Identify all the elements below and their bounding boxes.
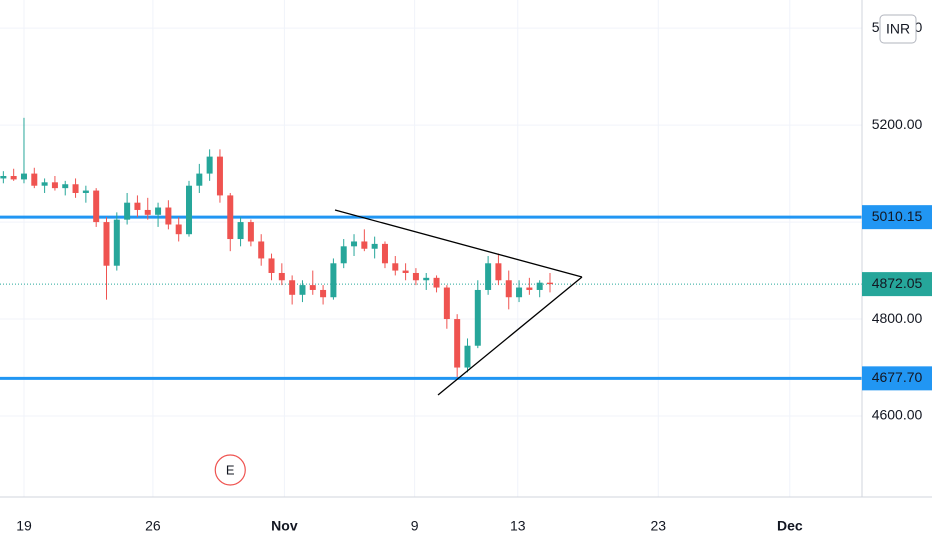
candle-body [381,243,388,264]
candle-body [175,224,182,235]
candle-body [113,219,120,266]
candle-body [495,263,502,281]
axes: 4600.004800.005000.005200.005400.001926N… [16,19,932,534]
y-tick-label: 4600.00 [872,407,923,423]
candle-body [309,285,316,290]
x-tick-label: 13 [510,518,526,534]
candle-body [351,241,358,247]
candle-body [474,289,481,346]
level-label: 5010.15 [872,208,923,224]
candle-body [247,222,254,242]
candle-body [299,285,306,295]
candles [0,117,553,378]
x-tick-label: 26 [145,518,161,534]
x-tick-label: 23 [651,518,667,534]
trend-line [437,276,583,396]
levels [0,215,862,380]
candle-body [546,282,553,285]
currency-box[interactable] [879,14,917,44]
y-tick-label: 4800.00 [872,310,923,326]
candle-body [371,243,378,249]
candle-body [423,277,430,281]
candle-body [412,272,419,281]
candle-body [392,263,399,271]
candle-body [82,190,89,193]
candle-body [0,176,7,179]
trend-line [334,209,583,278]
candle-body [144,209,151,215]
candle-body [41,182,48,186]
candle-body [505,280,512,298]
candle-body [227,195,234,240]
y-tick-label: 5200.00 [872,116,923,132]
x-tick-label: Dec [777,518,803,534]
candle-body [186,185,193,235]
candle-body [103,222,110,266]
candle-body [443,287,450,320]
candle-body [268,258,275,273]
candle-body [526,287,533,290]
candle-body [165,207,172,225]
candle-body [155,207,162,215]
x-tick-label: 9 [411,518,419,534]
candle-body [361,241,368,249]
currency: INR [886,21,910,37]
candle-body [330,263,337,298]
candle-body [278,272,285,281]
candle-body [237,222,244,240]
candle-body [464,345,471,368]
candle-body [31,173,38,186]
candle-body [485,263,492,290]
event-label: E [226,462,235,477]
candle-body [516,287,523,298]
candle-body [62,184,69,189]
level-label-box [862,366,932,391]
x-tick-label: 19 [16,518,32,534]
candle-body [320,289,327,298]
candle-body [536,282,543,290]
last-price-box [862,272,932,297]
grid [0,0,862,497]
candle-body [433,277,440,288]
level-label: 4677.70 [872,369,923,385]
candle-body [216,156,223,196]
candle-body [402,270,409,273]
candle-body [10,176,17,180]
candle-body [454,319,461,368]
candle-body [51,182,58,189]
candle-body [289,280,296,295]
level-label-box [862,205,932,230]
candle-body [72,184,79,193]
candle-body [196,173,203,186]
candle-body [340,246,347,264]
event-marker [214,454,246,486]
candle-body [124,202,131,220]
candle-body [134,202,141,210]
candle-body [206,156,213,174]
candle-body [258,241,265,259]
candle-body [93,190,100,223]
last-price-label: 4872.05 [872,275,923,291]
candle-body [20,173,27,180]
x-tick-label: Nov [271,518,298,534]
